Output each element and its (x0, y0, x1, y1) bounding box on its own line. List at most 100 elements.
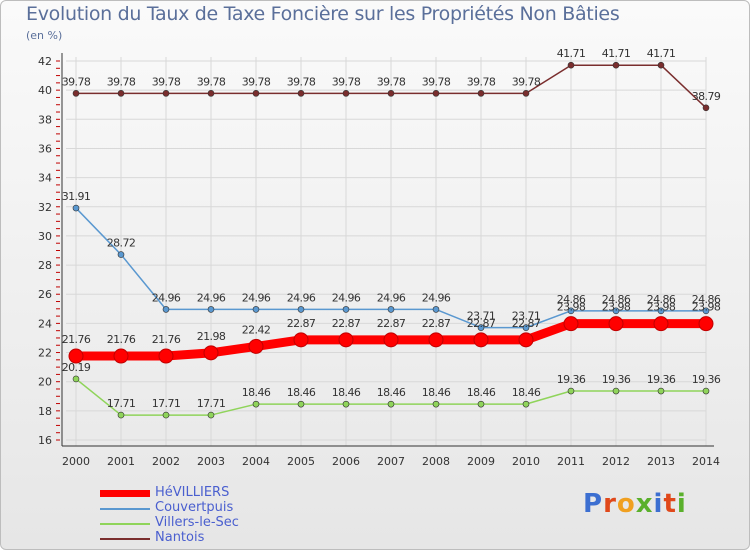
data-point (342, 90, 350, 97)
x-tick-label: 2007 (377, 455, 405, 468)
data-point (203, 345, 219, 361)
data-label: 19.36 (602, 373, 631, 386)
x-tick-label: 2006 (332, 455, 360, 468)
data-label: 19.36 (647, 373, 676, 386)
logo-letter: P (583, 489, 604, 519)
data-point (113, 348, 129, 364)
data-label: 18.46 (332, 386, 361, 399)
y-tick-label: 24 (38, 317, 52, 330)
proxiti-logo: Proxiti (583, 489, 687, 519)
y-tick-label: 28 (38, 259, 52, 272)
data-label: 28.72 (107, 237, 136, 250)
data-point (297, 90, 305, 97)
data-label: 17.71 (152, 397, 181, 410)
data-label: 20.19 (62, 361, 91, 374)
data-point (522, 90, 530, 97)
data-point (657, 307, 665, 315)
logo-letter: i (676, 489, 687, 519)
data-point (297, 400, 305, 408)
data-label: 39.78 (197, 75, 226, 88)
data-point (387, 400, 395, 408)
data-point (432, 400, 440, 408)
logo-letter: r (603, 489, 617, 519)
data-label: 31.91 (62, 190, 91, 203)
data-point (72, 204, 80, 212)
data-point (387, 90, 395, 97)
data-point (657, 387, 665, 395)
x-tick-label: 2005 (287, 455, 315, 468)
data-label: 39.78 (287, 75, 316, 88)
data-point (297, 306, 305, 313)
data-label: 19.36 (557, 373, 586, 386)
data-label: 24.96 (287, 291, 316, 304)
legend-label-couvertpuis: Couvertpuis (155, 500, 234, 515)
data-point (117, 251, 125, 258)
chart-subtitle: (en %) (26, 29, 63, 42)
x-tick-label: 2014 (692, 455, 720, 468)
data-label: 24.86 (602, 293, 631, 306)
data-point (252, 306, 260, 313)
data-labels: 31.91 28.72 24.96 24.96 24.96 24.96 24.96 24.96… (62, 47, 722, 410)
data-label: 41.71 (647, 47, 676, 60)
legend-label-villers-le-sec: Villers-le-Sec (155, 515, 239, 530)
data-label: 41.71 (602, 47, 631, 60)
data-label: 22.87 (332, 317, 361, 330)
data-point (293, 332, 309, 348)
data-point (477, 400, 485, 408)
data-label: 39.78 (422, 75, 451, 88)
x-tick-label: 2000 (62, 455, 90, 468)
data-point (432, 90, 440, 97)
data-point (518, 332, 534, 348)
data-point (567, 307, 575, 315)
data-point (248, 338, 264, 354)
series-lines (68, 61, 714, 419)
data-label: 18.46 (242, 386, 271, 399)
x-tick-label: 2003 (197, 455, 225, 468)
data-label: 22.42 (242, 323, 271, 336)
data-label: 24.96 (377, 291, 406, 304)
data-point (657, 61, 665, 69)
data-label: 23.98 (602, 301, 631, 314)
y-tick-label: 38 (38, 113, 52, 126)
data-label: 24.86 (692, 293, 721, 306)
data-label: 39.78 (107, 75, 136, 88)
legend-swatch-hevilliers (100, 490, 150, 497)
data-label: 23.71 (467, 310, 496, 323)
data-label: 38.79 (692, 90, 721, 103)
x-tick-label: 2004 (242, 455, 270, 468)
data-label: 24.86 (647, 293, 676, 306)
x-tick-label: 2001 (107, 455, 135, 468)
data-label: 24.96 (332, 291, 361, 304)
data-label: 23.71 (512, 310, 541, 323)
data-point (428, 332, 444, 348)
data-point (342, 400, 350, 408)
data-label: 21.76 (152, 333, 181, 346)
legend-label-hevilliers: HéVILLIERS (155, 485, 230, 500)
data-point (207, 306, 215, 313)
data-label: 17.71 (197, 397, 226, 410)
data-point (653, 316, 669, 332)
data-label: 24.96 (242, 291, 271, 304)
x-tick-label: 2010 (512, 455, 540, 468)
y-tick-label: 36 (38, 142, 52, 155)
data-point (567, 61, 575, 69)
data-point (72, 375, 80, 383)
y-tick-label: 18 (38, 405, 52, 418)
data-label: 22.87 (377, 317, 406, 330)
data-point (567, 387, 575, 395)
data-point (338, 332, 354, 348)
data-point (207, 411, 215, 419)
data-label: 19.36 (692, 373, 721, 386)
data-point (162, 411, 170, 419)
data-point (522, 400, 530, 408)
logo-letter: o (616, 489, 636, 519)
x-tick-label: 2002 (152, 455, 180, 468)
data-label: 24.86 (557, 293, 586, 306)
chart-title: Evolution du Taux de Taxe Foncière sur l… (26, 3, 620, 25)
data-point (72, 90, 80, 97)
data-label: 24.96 (422, 291, 451, 304)
data-point (383, 332, 399, 348)
logo-letter: i (653, 489, 664, 519)
data-point (612, 307, 620, 315)
